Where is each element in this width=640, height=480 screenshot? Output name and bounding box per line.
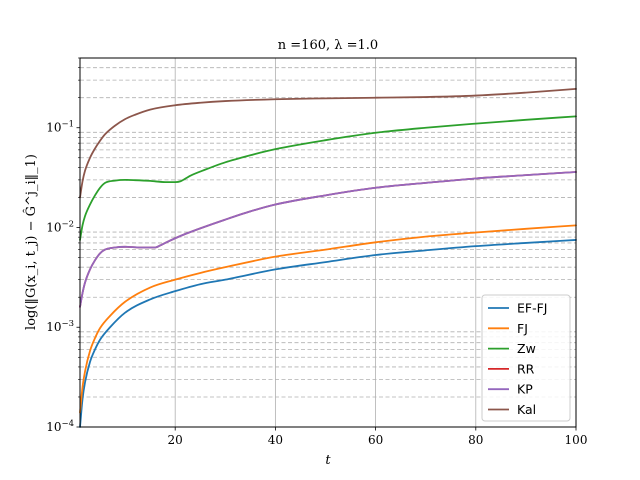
legend-label-kal: Kal [517,402,536,417]
ticks-layer: 20 40 60 80 100 10−4 10−3 10−2 10−1 [46,57,588,447]
x-tick-label: 100 [565,433,588,447]
legend-label-fj: FJ [517,321,528,336]
series-line-fj [79,224,577,414]
x-tick-label: 60 [368,433,383,447]
legend-label-kp: KP [517,382,533,397]
y-tick-label: 10−2 [46,219,74,234]
x-tick-label: 20 [168,433,183,447]
legend: EF-FJ FJ Zw RR KP Kal [481,294,571,422]
axes-frame [79,57,577,428]
y-tick-label: 10−1 [46,120,74,135]
series-line-zw [79,115,577,241]
series-line-ef-fj [79,239,577,428]
y-axis-label: log(‖G(x_i, t_j) − Ĝ^j_i‖_1) [22,154,39,330]
y-tick-label: 10−3 [46,319,74,334]
series-line-kal [79,88,577,199]
legend-label-zw: Zw [517,341,536,356]
series-layer [79,88,577,428]
chart-title: n =160, λ =1.0 [278,38,378,53]
x-tick-label: 80 [468,433,483,447]
series-line-kp [79,171,577,308]
x-axis-label: t [325,453,331,468]
x-tick-label: 40 [268,433,283,447]
y-tick-label: 10−4 [46,419,74,434]
legend-label-ef-fj: EF-FJ [517,301,547,316]
legend-label-rr: RR [517,361,535,376]
